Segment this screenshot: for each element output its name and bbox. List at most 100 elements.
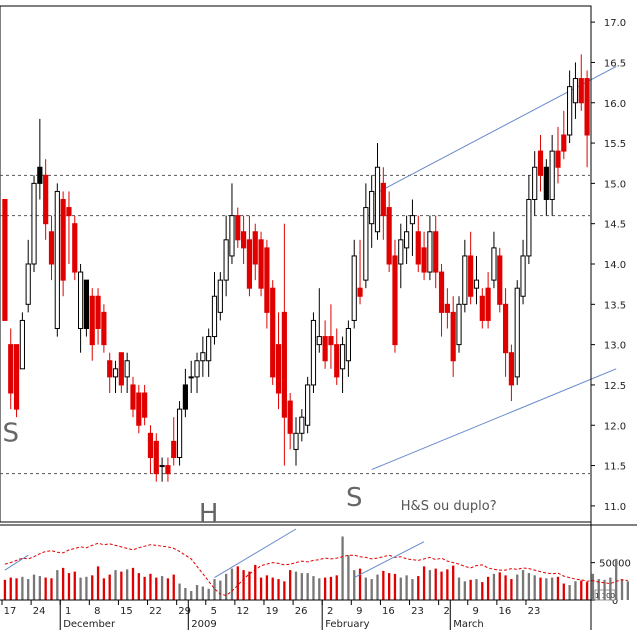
candle-body: [165, 465, 171, 475]
candle: [549, 135, 555, 216]
x-tick-label: 17: [4, 606, 17, 617]
candle-body: [101, 311, 107, 346]
candle-body: [549, 150, 555, 200]
candle-body: [43, 174, 49, 225]
candle-body: [310, 319, 317, 386]
candle: [275, 312, 282, 410]
candle: [77, 264, 84, 353]
candle: [95, 288, 101, 345]
candle: [526, 175, 532, 264]
candle: [572, 62, 579, 119]
candle-body: [398, 239, 404, 265]
candle: [427, 215, 433, 281]
candle-body: [264, 247, 270, 313]
candle-body: [25, 263, 31, 305]
candle-body: [176, 408, 183, 458]
candle: [473, 255, 480, 305]
candle-body: [526, 199, 532, 257]
x-tick-label: 19: [266, 606, 279, 617]
candle: [561, 110, 567, 160]
candle-body: [392, 255, 398, 346]
candle: [462, 239, 468, 313]
y-tick-label: 16.5: [604, 58, 626, 69]
candle: [584, 70, 590, 168]
x-tick-label: 15: [120, 606, 133, 617]
candle: [497, 247, 503, 313]
candle: [543, 159, 549, 216]
candle: [299, 409, 305, 442]
price-panel: 11.0 11.5 12.0 12.5 13.0 13.5 14.0 14.5 15.0 15.5…: [0, 5, 626, 529]
candle: [107, 352, 113, 393]
candle-body: [380, 182, 386, 217]
candle-body: [345, 328, 351, 362]
candle: [468, 231, 474, 305]
annotation-text: S: [2, 418, 19, 448]
x-tick-label: 16: [382, 606, 395, 617]
candle: [421, 231, 427, 281]
candle: [171, 417, 177, 466]
candle-body: [363, 207, 369, 281]
candle: [101, 304, 107, 353]
candle: [386, 191, 392, 273]
candle-body: [130, 384, 136, 410]
candle: [374, 143, 381, 240]
candle: [147, 425, 154, 474]
x-tick-label: 23: [411, 606, 424, 617]
candle: [89, 288, 95, 361]
candle: [112, 360, 119, 393]
candle-body: [369, 190, 375, 225]
candle-body: [235, 215, 241, 241]
x-tick-label: 2: [443, 606, 449, 617]
candle: [281, 223, 287, 466]
candle-body: [386, 207, 392, 265]
candle-body: [532, 166, 538, 200]
candle-body: [153, 440, 159, 475]
y-tick-label: 11.5: [604, 462, 626, 473]
candle-body: [188, 376, 194, 379]
candle: [567, 70, 573, 144]
candle: [339, 336, 346, 393]
x-tick-label: 5: [211, 606, 217, 617]
candle: [532, 151, 538, 216]
y-tick-label: 13.5: [604, 300, 626, 311]
month-label: March: [453, 619, 483, 630]
candle-body: [287, 400, 293, 434]
candle-body: [374, 166, 381, 233]
y-tick-label: 13.0: [604, 341, 626, 352]
x-tick-label: 16: [498, 606, 511, 617]
candle: [48, 215, 55, 281]
x-tick-label: 2: [327, 606, 333, 617]
candle-body: [537, 150, 544, 176]
candle-body: [438, 271, 445, 313]
candle: [153, 433, 159, 482]
candle-body: [2, 199, 8, 321]
candle-body: [450, 311, 456, 362]
candle: [305, 376, 311, 434]
candle: [66, 191, 72, 264]
volume-y-tick-label: 0: [612, 596, 618, 607]
candle-body: [54, 190, 60, 329]
y-tick-label: 16.0: [604, 99, 626, 110]
candle: [83, 279, 90, 337]
candle: [136, 384, 142, 434]
candle-body: [89, 295, 95, 346]
candle-body: [171, 440, 177, 458]
candle: [223, 215, 229, 297]
candle-body: [339, 344, 346, 370]
candle: [142, 384, 148, 426]
candle-body: [351, 255, 357, 321]
candle-body: [328, 336, 334, 346]
candle-body: [578, 78, 584, 104]
candle-body: [514, 287, 520, 378]
candle-body: [491, 247, 497, 281]
candle: [258, 231, 264, 297]
candle: [537, 135, 544, 192]
candle: [2, 199, 8, 321]
candle-body: [584, 78, 590, 136]
candle-body: [357, 287, 363, 297]
month-label: December: [63, 619, 116, 630]
y-tick-label: 11.0: [604, 502, 626, 513]
candle: [176, 401, 183, 466]
candle: [316, 288, 322, 353]
